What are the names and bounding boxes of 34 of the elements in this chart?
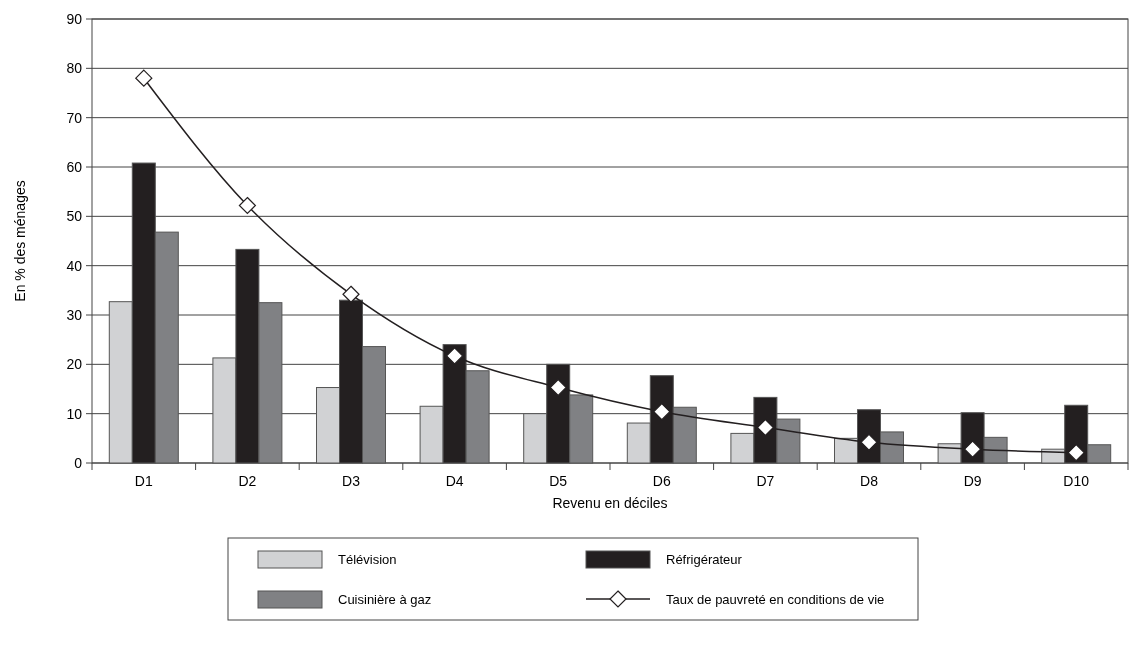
y-tick-label: 40 — [66, 257, 83, 274]
x-tick-label: D7 — [756, 473, 775, 489]
point — [549, 378, 567, 397]
y-tick-label: 60 — [66, 158, 83, 175]
y-tick-label: 80 — [66, 60, 83, 77]
point — [135, 69, 153, 87]
point — [964, 440, 982, 458]
x-tick-label: D2 — [238, 473, 257, 489]
x-tick-label: D5 — [549, 473, 568, 489]
x-tick-label: D3 — [342, 473, 361, 489]
x-axis-title: Revenu en déciles — [552, 495, 668, 511]
point — [1067, 444, 1085, 462]
point — [446, 347, 464, 365]
point — [342, 285, 360, 303]
point — [238, 196, 256, 215]
y-tick-label: 30 — [66, 306, 83, 323]
x-tick-label: D8 — [860, 473, 879, 489]
y-axis-title: En % des ménages — [12, 180, 28, 302]
y-tick-label: 90 — [66, 10, 83, 27]
y-tick-label: 0 — [74, 454, 83, 471]
x-tick-label: D6 — [652, 473, 671, 489]
y-tick-label: 50 — [66, 208, 83, 225]
legend-label: Taux de pauvreté en conditions de vie — [666, 591, 885, 607]
x-tick-label: D10 — [1063, 473, 1090, 489]
y-tick-label: 70 — [66, 109, 83, 126]
x-tick-label: D1 — [134, 473, 153, 489]
x-tick-label: D9 — [963, 473, 982, 489]
legend-label: Télévision — [338, 551, 397, 567]
y-tick-label: 20 — [66, 356, 83, 373]
legend-label: Cuisinière à gaz — [338, 591, 432, 607]
point — [653, 403, 671, 421]
y-tick-label: 10 — [66, 405, 83, 422]
x-tick-label: D4 — [445, 473, 464, 489]
legend-label: Réfrigérateur — [666, 551, 743, 567]
